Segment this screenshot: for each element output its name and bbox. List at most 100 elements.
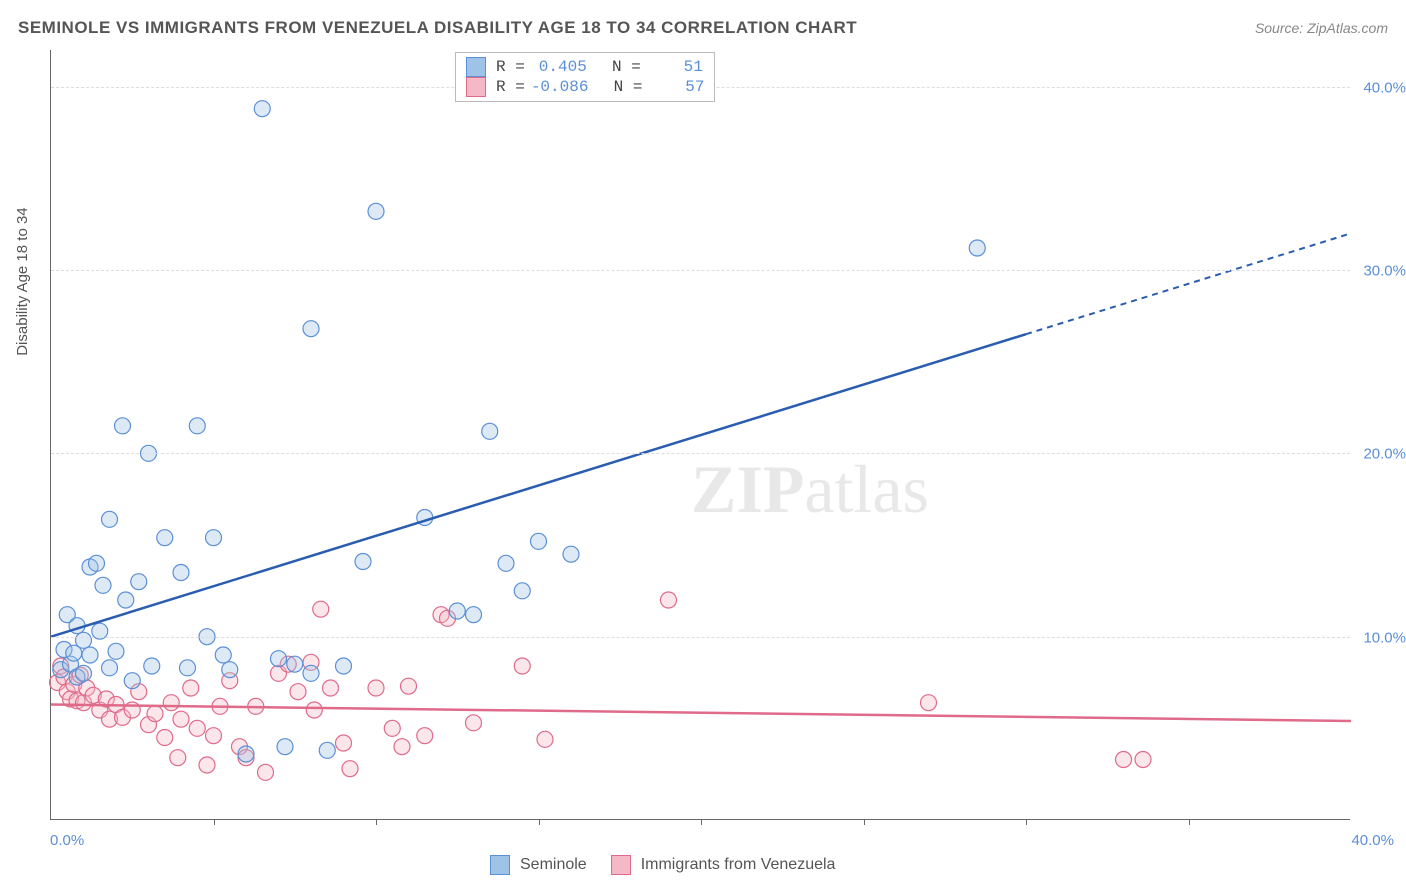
legend-swatch bbox=[490, 855, 510, 875]
point-series2 bbox=[163, 695, 179, 711]
point-series1 bbox=[222, 662, 238, 678]
point-series2 bbox=[661, 592, 677, 608]
point-series1 bbox=[303, 321, 319, 337]
point-series2 bbox=[189, 720, 205, 736]
point-series1 bbox=[287, 656, 303, 672]
legend-label: Immigrants from Venezuela bbox=[641, 856, 836, 874]
point-series2 bbox=[466, 715, 482, 731]
point-series1 bbox=[108, 643, 124, 659]
point-series2 bbox=[368, 680, 384, 696]
point-series1 bbox=[124, 673, 140, 689]
point-series1 bbox=[89, 555, 105, 571]
point-series1 bbox=[115, 418, 131, 434]
x-tick bbox=[376, 819, 377, 825]
chart-svg bbox=[51, 50, 1350, 819]
point-series1 bbox=[180, 660, 196, 676]
y-axis-label: Disability Age 18 to 34 bbox=[14, 207, 31, 355]
point-series1 bbox=[563, 546, 579, 562]
stats-legend-row: R = -0.086 N = 57 bbox=[466, 77, 704, 97]
point-series1 bbox=[157, 530, 173, 546]
source-label: Source: ZipAtlas.com bbox=[1255, 20, 1388, 36]
y-tick-label: 40.0% bbox=[1363, 79, 1406, 96]
point-series2 bbox=[336, 735, 352, 751]
point-series2 bbox=[290, 684, 306, 700]
trendline-series1 bbox=[51, 334, 1026, 637]
x-tick bbox=[214, 819, 215, 825]
point-series1 bbox=[238, 746, 254, 762]
point-series2 bbox=[157, 730, 173, 746]
y-tick-label: 10.0% bbox=[1363, 629, 1406, 646]
legend-swatch bbox=[466, 57, 486, 77]
x-tick bbox=[539, 819, 540, 825]
stat-r-value: -0.086 bbox=[531, 78, 589, 96]
point-series2 bbox=[1135, 752, 1151, 768]
point-series1 bbox=[95, 577, 111, 593]
gridline: 20.0% bbox=[51, 453, 1350, 454]
point-series2 bbox=[514, 658, 530, 674]
point-series2 bbox=[537, 731, 553, 747]
point-series1 bbox=[336, 658, 352, 674]
point-series2 bbox=[1116, 752, 1132, 768]
gridline: 30.0% bbox=[51, 270, 1350, 271]
point-series2 bbox=[183, 680, 199, 696]
point-series1 bbox=[303, 665, 319, 681]
x-axis-max-label: 40.0% bbox=[1351, 832, 1394, 849]
y-tick-label: 30.0% bbox=[1363, 263, 1406, 280]
point-series1 bbox=[173, 565, 189, 581]
point-series1 bbox=[189, 418, 205, 434]
trendline-series1-extrapolated bbox=[1026, 233, 1351, 334]
point-series2 bbox=[170, 750, 186, 766]
point-series2 bbox=[384, 720, 400, 736]
point-series2 bbox=[342, 761, 358, 777]
point-series1 bbox=[271, 651, 287, 667]
point-series1 bbox=[466, 607, 482, 623]
point-series2 bbox=[313, 601, 329, 617]
legend-label: Seminole bbox=[520, 856, 587, 874]
point-series2 bbox=[206, 728, 222, 744]
point-series2 bbox=[417, 728, 433, 744]
chart-title: SEMINOLE VS IMMIGRANTS FROM VENEZUELA DI… bbox=[18, 18, 857, 38]
trendline-series2 bbox=[51, 705, 1351, 722]
point-series2 bbox=[147, 706, 163, 722]
x-tick bbox=[864, 819, 865, 825]
point-series2 bbox=[306, 702, 322, 718]
x-tick bbox=[701, 819, 702, 825]
stats-legend-row: R =0.405 N =51 bbox=[466, 57, 704, 77]
point-series1 bbox=[449, 603, 465, 619]
point-series1 bbox=[102, 660, 118, 676]
legend-swatch bbox=[466, 77, 486, 97]
stat-r-value: 0.405 bbox=[531, 58, 587, 76]
point-series2 bbox=[323, 680, 339, 696]
point-series1 bbox=[102, 511, 118, 527]
stat-n-label: N = bbox=[594, 78, 642, 96]
point-series2 bbox=[173, 711, 189, 727]
gridline: 10.0% bbox=[51, 637, 1350, 638]
point-series1 bbox=[254, 101, 270, 117]
point-series1 bbox=[319, 742, 335, 758]
legend-swatch bbox=[611, 855, 631, 875]
point-series2 bbox=[199, 757, 215, 773]
stat-n-value: 57 bbox=[648, 78, 704, 96]
point-series1 bbox=[82, 647, 98, 663]
point-series1 bbox=[498, 555, 514, 571]
x-axis-min-label: 0.0% bbox=[50, 832, 84, 849]
point-series1 bbox=[118, 592, 134, 608]
point-series1 bbox=[368, 203, 384, 219]
point-series1 bbox=[76, 632, 92, 648]
legend-item: Immigrants from Venezuela bbox=[611, 855, 836, 875]
plot-area: ZIPatlas 10.0%20.0%30.0%40.0% bbox=[50, 50, 1350, 820]
point-series1 bbox=[215, 647, 231, 663]
point-series1 bbox=[531, 533, 547, 549]
stat-r-label: R = bbox=[496, 78, 525, 96]
point-series1 bbox=[131, 574, 147, 590]
point-series1 bbox=[277, 739, 293, 755]
point-series1 bbox=[514, 583, 530, 599]
point-series1 bbox=[206, 530, 222, 546]
point-series1 bbox=[355, 554, 371, 570]
stat-r-label: R = bbox=[496, 58, 525, 76]
series-legend: Seminole Immigrants from Venezuela bbox=[490, 855, 835, 875]
legend-item: Seminole bbox=[490, 855, 587, 875]
point-series1 bbox=[76, 665, 92, 681]
point-series2 bbox=[401, 678, 417, 694]
stats-legend: R =0.405 N =51R =-0.086 N =57 bbox=[455, 52, 715, 102]
